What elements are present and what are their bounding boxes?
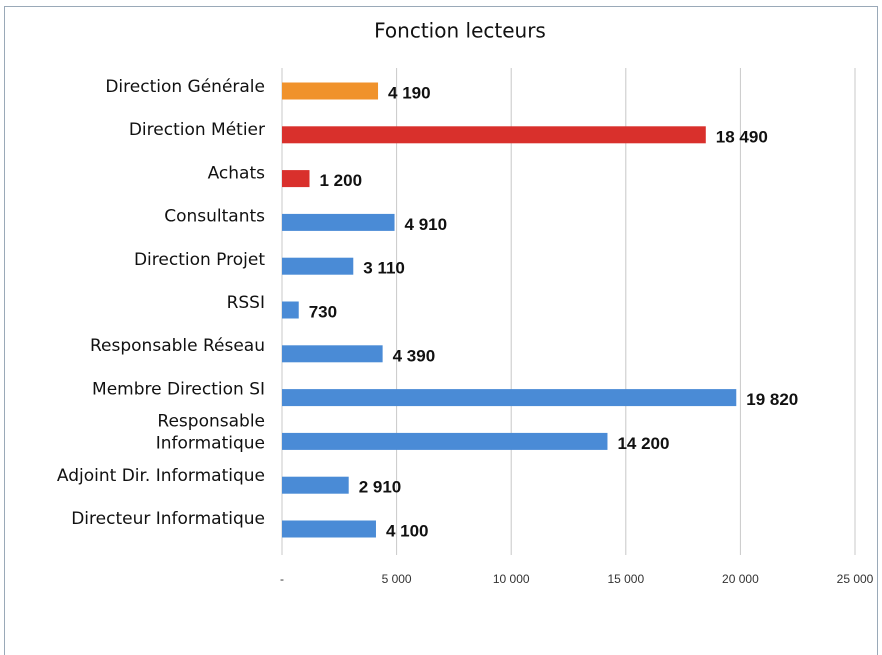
value-label: 19 820	[746, 390, 798, 409]
x-tick-label: 25 000	[837, 572, 874, 586]
bar	[282, 476, 349, 494]
bar	[282, 345, 383, 363]
chart-title: Fonction lecteurs	[374, 19, 546, 43]
y-tick-label: RSSI	[227, 293, 265, 313]
value-label: 4 190	[388, 83, 431, 102]
x-tick-label: 20 000	[722, 572, 759, 586]
chart-frame	[4, 6, 878, 655]
value-label: 730	[309, 302, 337, 321]
x-tick-label: 5 000	[382, 572, 412, 586]
bar	[282, 432, 608, 450]
value-label: 4 910	[405, 215, 448, 234]
value-label: 18 490	[716, 127, 768, 146]
bar	[282, 213, 395, 231]
value-label: 1 200	[320, 171, 363, 190]
y-tick-label: Adjoint Dir. Informatique	[57, 466, 265, 486]
bar	[282, 170, 310, 188]
value-label: 3 110	[363, 259, 405, 278]
y-tick-label: Direction Métier	[129, 120, 265, 140]
value-label: 4 100	[386, 521, 429, 540]
bar	[282, 82, 379, 100]
value-label: 14 200	[617, 434, 669, 453]
bar	[282, 126, 706, 144]
y-tick-label: Achats	[208, 163, 266, 183]
bar	[282, 257, 354, 275]
bar	[282, 301, 299, 319]
value-label: 4 390	[393, 346, 436, 365]
y-tick-label: Responsable Informatique	[156, 412, 265, 454]
x-tick-label: -	[280, 572, 284, 586]
y-tick-label: Direction Projet	[134, 250, 265, 270]
value-label: 2 910	[359, 478, 402, 497]
y-tick-label: Directeur Informatique	[71, 509, 265, 529]
x-tick-label: 15 000	[607, 572, 644, 586]
bar	[282, 389, 737, 407]
y-tick-label: Consultants	[164, 207, 265, 227]
bar	[282, 520, 376, 538]
y-tick-label: Responsable Réseau	[90, 336, 265, 356]
x-tick-label: 10 000	[493, 572, 530, 586]
y-tick-label: Direction Générale	[105, 77, 265, 97]
y-tick-label: Membre Direction SI	[92, 379, 265, 399]
